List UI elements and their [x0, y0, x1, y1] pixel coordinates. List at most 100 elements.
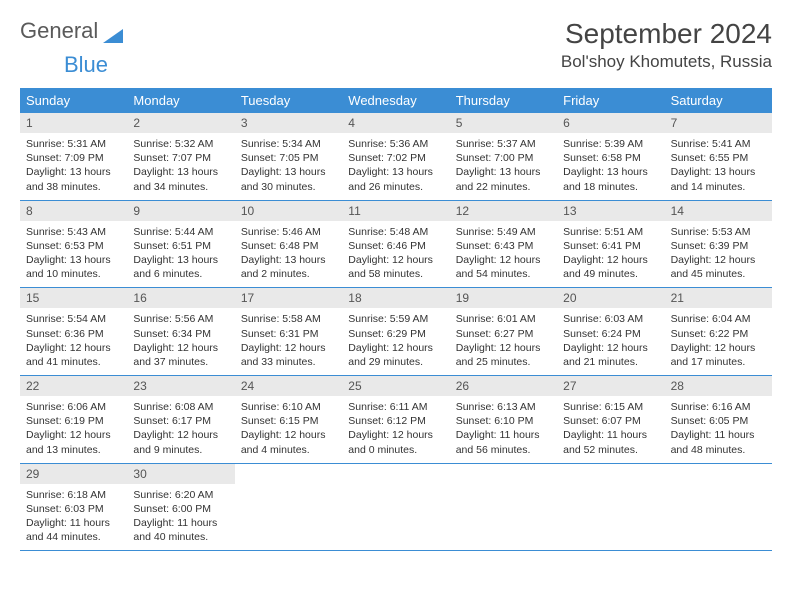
daylight-line: Daylight: 12 hours and 58 minutes.: [348, 253, 443, 281]
sunrise-line: Sunrise: 5:58 AM: [241, 312, 336, 326]
daylight-line: Daylight: 13 hours and 2 minutes.: [241, 253, 336, 281]
sunrise-line: Sunrise: 6:11 AM: [348, 400, 443, 414]
sunrise-line: Sunrise: 5:39 AM: [563, 137, 658, 151]
day-number: 22: [20, 376, 127, 396]
day-number: 4: [342, 113, 449, 133]
sunrise-line: Sunrise: 5:36 AM: [348, 137, 443, 151]
day-number: 3: [235, 113, 342, 133]
day-number: 27: [557, 376, 664, 396]
sunrise-line: Sunrise: 5:54 AM: [26, 312, 121, 326]
day-number: 2: [127, 113, 234, 133]
sunset-line: Sunset: 6:55 PM: [671, 151, 766, 165]
day-number: 11: [342, 201, 449, 221]
day-cell: 7Sunrise: 5:41 AMSunset: 6:55 PMDaylight…: [665, 113, 772, 200]
day-number: 19: [450, 288, 557, 308]
sunset-line: Sunset: 6:03 PM: [26, 502, 121, 516]
day-number: 12: [450, 201, 557, 221]
daylight-line: Daylight: 13 hours and 6 minutes.: [133, 253, 228, 281]
day-cell: 27Sunrise: 6:15 AMSunset: 6:07 PMDayligh…: [557, 376, 664, 463]
sunrise-line: Sunrise: 5:32 AM: [133, 137, 228, 151]
sunset-line: Sunset: 6:51 PM: [133, 239, 228, 253]
sunset-line: Sunset: 6:43 PM: [456, 239, 551, 253]
sunrise-line: Sunrise: 6:16 AM: [671, 400, 766, 414]
week-row: 1Sunrise: 5:31 AMSunset: 7:09 PMDaylight…: [20, 113, 772, 201]
empty-cell: [342, 464, 449, 551]
empty-cell: [557, 464, 664, 551]
day-number: 21: [665, 288, 772, 308]
sunset-line: Sunset: 6:36 PM: [26, 327, 121, 341]
sunrise-line: Sunrise: 5:41 AM: [671, 137, 766, 151]
empty-cell: [450, 464, 557, 551]
day-cell: 28Sunrise: 6:16 AMSunset: 6:05 PMDayligh…: [665, 376, 772, 463]
daylight-line: Daylight: 12 hours and 45 minutes.: [671, 253, 766, 281]
day-cell: 18Sunrise: 5:59 AMSunset: 6:29 PMDayligh…: [342, 288, 449, 375]
weekday-header: Friday: [557, 88, 664, 113]
day-cell: 11Sunrise: 5:48 AMSunset: 6:46 PMDayligh…: [342, 201, 449, 288]
day-number: 13: [557, 201, 664, 221]
day-number: 30: [127, 464, 234, 484]
sunset-line: Sunset: 7:00 PM: [456, 151, 551, 165]
day-number: 16: [127, 288, 234, 308]
location: Bol'shoy Khomutets, Russia: [561, 52, 772, 72]
day-cell: 8Sunrise: 5:43 AMSunset: 6:53 PMDaylight…: [20, 201, 127, 288]
daylight-line: Daylight: 12 hours and 13 minutes.: [26, 428, 121, 456]
daylight-line: Daylight: 11 hours and 40 minutes.: [133, 516, 228, 544]
daylight-line: Daylight: 13 hours and 18 minutes.: [563, 165, 658, 193]
day-cell: 15Sunrise: 5:54 AMSunset: 6:36 PMDayligh…: [20, 288, 127, 375]
sunset-line: Sunset: 7:02 PM: [348, 151, 443, 165]
daylight-line: Daylight: 11 hours and 44 minutes.: [26, 516, 121, 544]
day-cell: 12Sunrise: 5:49 AMSunset: 6:43 PMDayligh…: [450, 201, 557, 288]
day-number: 7: [665, 113, 772, 133]
daylight-line: Daylight: 11 hours and 52 minutes.: [563, 428, 658, 456]
sunrise-line: Sunrise: 6:18 AM: [26, 488, 121, 502]
day-number: 9: [127, 201, 234, 221]
logo-triangle-icon: [103, 23, 123, 39]
logo: General: [20, 18, 125, 44]
sunrise-line: Sunrise: 6:04 AM: [671, 312, 766, 326]
logo-text-blue: Blue: [64, 52, 108, 77]
daylight-line: Daylight: 11 hours and 56 minutes.: [456, 428, 551, 456]
sunset-line: Sunset: 6:31 PM: [241, 327, 336, 341]
day-cell: 22Sunrise: 6:06 AMSunset: 6:19 PMDayligh…: [20, 376, 127, 463]
weekday-header: Sunday: [20, 88, 127, 113]
daylight-line: Daylight: 12 hours and 17 minutes.: [671, 341, 766, 369]
day-cell: 5Sunrise: 5:37 AMSunset: 7:00 PMDaylight…: [450, 113, 557, 200]
daylight-line: Daylight: 13 hours and 38 minutes.: [26, 165, 121, 193]
sunrise-line: Sunrise: 6:20 AM: [133, 488, 228, 502]
sunrise-line: Sunrise: 5:37 AM: [456, 137, 551, 151]
sunset-line: Sunset: 6:53 PM: [26, 239, 121, 253]
day-cell: 10Sunrise: 5:46 AMSunset: 6:48 PMDayligh…: [235, 201, 342, 288]
day-number: 8: [20, 201, 127, 221]
day-number: 17: [235, 288, 342, 308]
sunset-line: Sunset: 6:48 PM: [241, 239, 336, 253]
sunrise-line: Sunrise: 5:46 AM: [241, 225, 336, 239]
daylight-line: Daylight: 13 hours and 22 minutes.: [456, 165, 551, 193]
sunset-line: Sunset: 6:10 PM: [456, 414, 551, 428]
daylight-line: Daylight: 12 hours and 25 minutes.: [456, 341, 551, 369]
day-number: 26: [450, 376, 557, 396]
sunset-line: Sunset: 6:15 PM: [241, 414, 336, 428]
daylight-line: Daylight: 13 hours and 26 minutes.: [348, 165, 443, 193]
daylight-line: Daylight: 12 hours and 29 minutes.: [348, 341, 443, 369]
daylight-line: Daylight: 12 hours and 21 minutes.: [563, 341, 658, 369]
sunrise-line: Sunrise: 5:49 AM: [456, 225, 551, 239]
daylight-line: Daylight: 13 hours and 30 minutes.: [241, 165, 336, 193]
day-number: 24: [235, 376, 342, 396]
sunrise-line: Sunrise: 6:08 AM: [133, 400, 228, 414]
sunset-line: Sunset: 6:27 PM: [456, 327, 551, 341]
weekday-header: Tuesday: [235, 88, 342, 113]
logo-text-general: General: [20, 18, 98, 44]
sunset-line: Sunset: 7:05 PM: [241, 151, 336, 165]
day-number: 14: [665, 201, 772, 221]
sunset-line: Sunset: 6:22 PM: [671, 327, 766, 341]
sunset-line: Sunset: 6:39 PM: [671, 239, 766, 253]
daylight-line: Daylight: 12 hours and 33 minutes.: [241, 341, 336, 369]
day-cell: 24Sunrise: 6:10 AMSunset: 6:15 PMDayligh…: [235, 376, 342, 463]
day-cell: 19 Sunrise: 6:01 AMSunset: 6:27 PMDayligh…: [450, 288, 557, 375]
sunrise-line: Sunrise: 5:31 AM: [26, 137, 121, 151]
sunset-line: Sunset: 6:19 PM: [26, 414, 121, 428]
sunrise-line: Sunrise: 6:01 AM: [456, 312, 551, 326]
day-cell: 26Sunrise: 6:13 AMSunset: 6:10 PMDayligh…: [450, 376, 557, 463]
sunset-line: Sunset: 6:46 PM: [348, 239, 443, 253]
daylight-line: Daylight: 12 hours and 41 minutes.: [26, 341, 121, 369]
